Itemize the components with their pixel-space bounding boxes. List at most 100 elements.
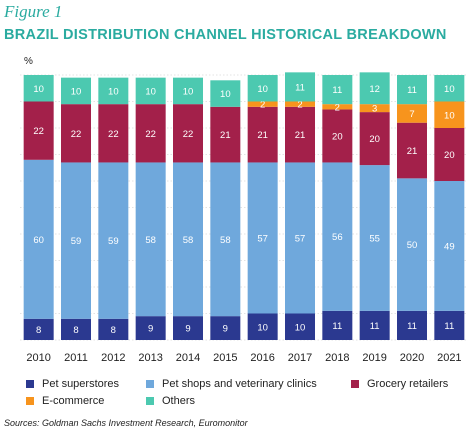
bar-segment xyxy=(322,104,353,110)
data-label: 59 xyxy=(108,236,119,247)
bar-segment xyxy=(135,104,166,163)
data-label: 22 xyxy=(33,126,44,137)
data-label: 56 xyxy=(332,232,343,243)
bar-segment xyxy=(434,75,465,102)
data-label: 10 xyxy=(108,86,119,97)
legend-label: Grocery retailers xyxy=(367,378,449,390)
bar-segment xyxy=(397,178,427,311)
data-label: 11 xyxy=(444,321,454,332)
bar-segment xyxy=(23,318,54,340)
data-label: 10 xyxy=(295,322,306,333)
data-label: 11 xyxy=(370,321,380,332)
data-label: 21 xyxy=(220,130,231,141)
data-label: 20 xyxy=(369,134,380,145)
legend-label: E-commerce xyxy=(42,395,105,407)
data-label: 21 xyxy=(257,130,268,141)
data-label: 12 xyxy=(369,84,380,95)
data-label: 10 xyxy=(444,110,455,121)
data-label: 60 xyxy=(33,235,44,246)
stacked-bar-chart: 8602210201085922102011859221020129582210… xyxy=(20,72,468,364)
x-tick-label: 2021 xyxy=(437,352,461,364)
data-label: 9 xyxy=(148,324,153,335)
bar-segment xyxy=(359,310,390,340)
bar-segment xyxy=(285,162,315,314)
bar-segment xyxy=(247,75,278,102)
data-label: 10 xyxy=(183,86,194,97)
data-label: 58 xyxy=(145,235,156,246)
data-label: 11 xyxy=(407,321,417,332)
data-label: 10 xyxy=(257,322,268,333)
bar-segment xyxy=(397,122,427,179)
data-label: 2 xyxy=(260,100,265,111)
bar-segment xyxy=(98,162,129,319)
bar-segment xyxy=(210,316,241,340)
chart-title: BRAZIL DISTRIBUTION CHANNEL HISTORICAL B… xyxy=(4,27,447,43)
legend-swatch xyxy=(351,380,359,388)
bar-segment xyxy=(285,101,315,107)
data-label: 8 xyxy=(73,325,78,336)
data-label: 21 xyxy=(407,146,418,157)
bar-segment xyxy=(247,106,278,163)
data-label: 9 xyxy=(223,324,228,335)
legend-label: Pet shops and veterinary clinics xyxy=(162,378,317,390)
bar-segment xyxy=(61,77,91,105)
bar-segment xyxy=(434,128,465,181)
data-label: 10 xyxy=(257,84,268,95)
bar-segment xyxy=(23,159,54,319)
data-label: 8 xyxy=(36,325,41,336)
data-label: 11 xyxy=(295,82,305,93)
bar-segment xyxy=(359,72,390,105)
bar-segment xyxy=(359,165,390,311)
data-label: 8 xyxy=(111,325,116,336)
bar-segment xyxy=(434,310,465,340)
data-label: 22 xyxy=(71,129,82,140)
x-tick-label: 2014 xyxy=(176,352,200,364)
bar-segment xyxy=(210,80,241,107)
bar-segment xyxy=(285,313,315,340)
bar-segment xyxy=(173,316,203,340)
data-label: 22 xyxy=(108,129,119,140)
data-label: 58 xyxy=(183,235,194,246)
bar-segment xyxy=(135,77,166,105)
bar-segment xyxy=(397,310,427,340)
bar-segment xyxy=(285,72,315,102)
x-tick-label: 2015 xyxy=(213,352,237,364)
data-label: 10 xyxy=(145,86,156,97)
legend-swatch xyxy=(146,380,154,388)
x-tick-label: 2018 xyxy=(325,352,349,364)
data-label: 3 xyxy=(372,104,377,115)
unit-label: % xyxy=(24,56,33,67)
x-tick-label: 2019 xyxy=(362,352,386,364)
legend-swatch xyxy=(26,397,34,405)
bar-segment xyxy=(210,106,241,163)
x-tick-label: 2017 xyxy=(288,352,312,364)
legend-item-others: Others xyxy=(146,395,195,407)
bar-segment xyxy=(247,162,278,314)
x-tick-label: 2020 xyxy=(400,352,424,364)
data-label: 55 xyxy=(369,233,380,244)
data-label: 57 xyxy=(257,233,268,244)
legend-swatch xyxy=(26,380,34,388)
legend-swatch xyxy=(146,397,154,405)
bar-segment xyxy=(322,109,353,163)
data-label: 10 xyxy=(33,84,44,95)
bar-segment xyxy=(434,181,465,311)
data-label: 21 xyxy=(295,130,306,141)
bar-segment xyxy=(173,104,203,163)
x-tick-label: 2013 xyxy=(138,352,162,364)
legend-label: Others xyxy=(162,395,196,407)
bar-segment xyxy=(98,77,129,105)
x-tick-label: 2012 xyxy=(101,352,125,364)
data-label: 22 xyxy=(183,129,194,140)
bar-segment xyxy=(135,316,166,340)
bar-segment xyxy=(322,75,353,105)
bar-segment xyxy=(98,318,129,340)
x-tick-label: 2010 xyxy=(26,352,50,364)
x-tick-label: 2016 xyxy=(250,352,274,364)
data-label: 10 xyxy=(220,89,231,100)
x-tick-label: 2011 xyxy=(64,352,88,364)
bar-segment xyxy=(61,104,91,163)
legend-item-pet-superstores: Pet superstores xyxy=(26,378,119,390)
bar-segment xyxy=(247,313,278,340)
data-label: 7 xyxy=(409,109,414,120)
